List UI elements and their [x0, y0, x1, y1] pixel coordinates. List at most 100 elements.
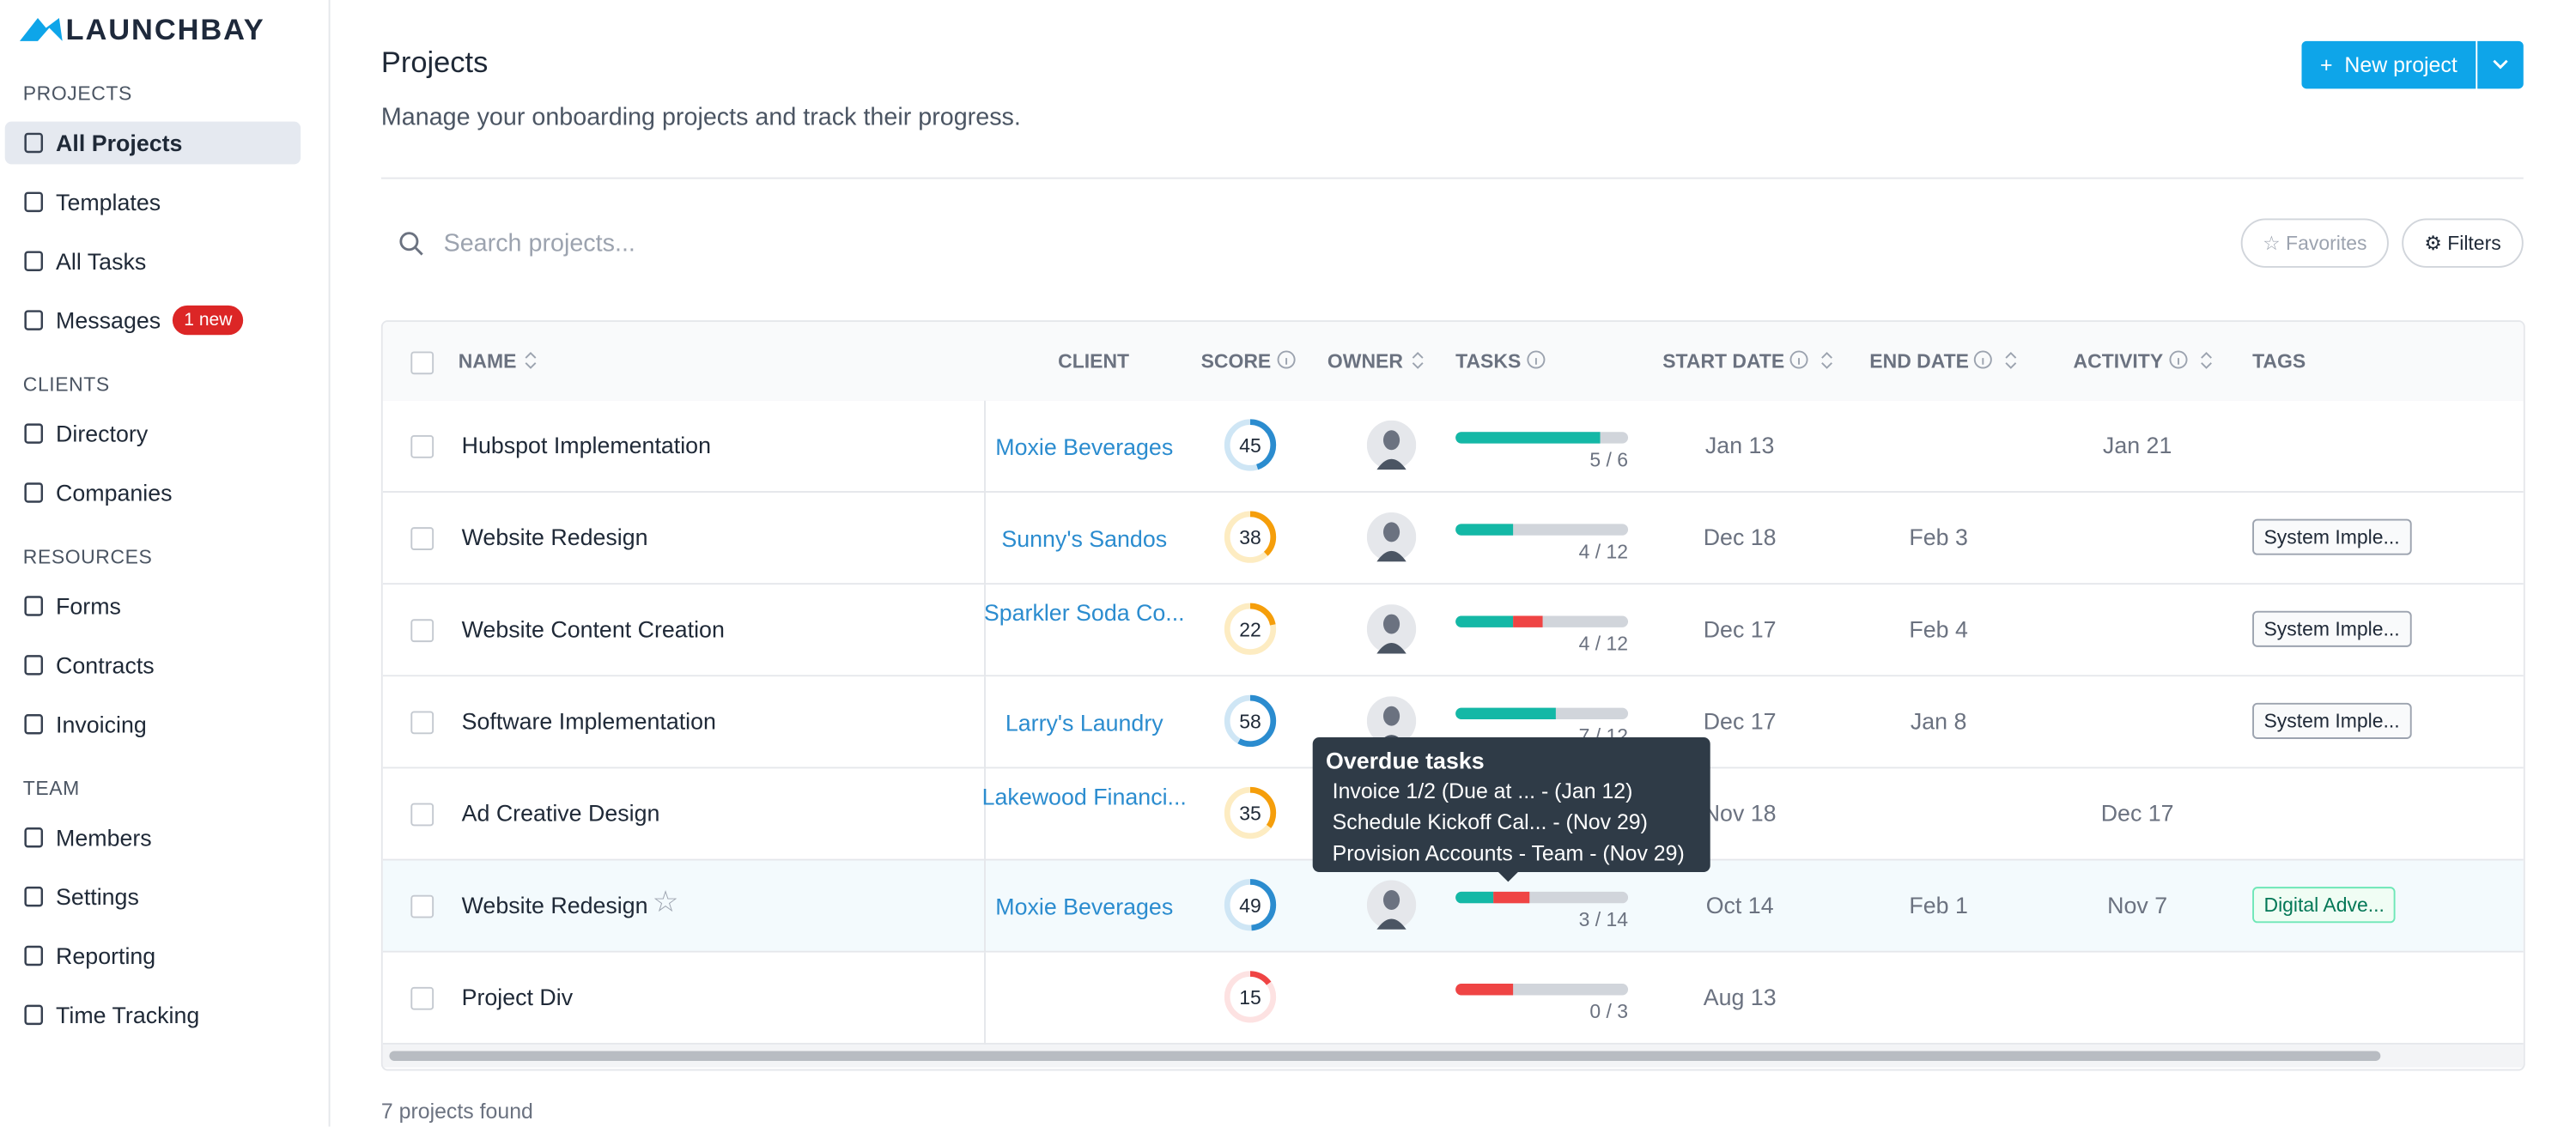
sort-icon [2200, 352, 2212, 369]
divider [984, 860, 986, 953]
table-row[interactable]: Hubspot Implementation Moxie Beverages 45 5… [382, 400, 2524, 493]
nav-item[interactable]: Templates [5, 180, 301, 223]
client-link[interactable]: Larry's Laundry [1005, 709, 1163, 736]
owner-avatar [1366, 420, 1417, 470]
table-row[interactable]: Website Content Creation Sparkler Soda Co… [382, 585, 2524, 677]
favorites-button[interactable]: ☆ Favorites [2240, 218, 2389, 268]
favorite-star[interactable]: ☆ [652, 885, 679, 918]
checkbox[interactable] [410, 894, 434, 918]
nav-item[interactable]: Companies [5, 471, 301, 514]
score-value: 45 [1239, 434, 1261, 457]
header-label: START DATE [1662, 349, 1785, 373]
client-link[interactable]: Sparkler Soda Co... [983, 599, 1185, 626]
nav-item[interactable]: All Tasks [5, 239, 301, 282]
column-header[interactable]: OWNER [1327, 350, 1428, 373]
column-header[interactable]: CLIENT [1058, 350, 1129, 373]
tag[interactable]: Digital Adve... [2252, 887, 2397, 924]
column-header[interactable]: NAME [459, 350, 541, 373]
checkbox[interactable] [410, 351, 434, 375]
nav-item[interactable]: Invoicing [5, 703, 301, 746]
nav-item[interactable]: Contracts [5, 644, 301, 687]
checkbox[interactable] [410, 711, 434, 735]
info-icon [1526, 350, 1546, 369]
table-row[interactable]: Website Redesign ☆ Moxie Beverages 49 3 / 14… [382, 860, 2524, 953]
button-label: Filters [2447, 231, 2501, 255]
sort-icon [526, 352, 538, 369]
column-header[interactable]: TASKS [1455, 350, 1549, 373]
tag[interactable]: System Imple... [2252, 518, 2412, 555]
task-count: 3 / 14 [1578, 908, 1629, 931]
table-row[interactable]: Website Redesign Sunny's Sandos 38 4 / 12 De… [382, 492, 2524, 585]
icon-shape [24, 1004, 44, 1026]
table-row[interactable]: Project Div 15 0 / 3 Aug 13 [382, 952, 2524, 1045]
filters-button[interactable]: ⚙ Filters [2402, 218, 2524, 268]
checkbox[interactable] [410, 986, 434, 1010]
tag[interactable]: System Imple... [2252, 702, 2412, 739]
avatar-head [1382, 430, 1400, 451]
avatar-body [1376, 550, 1406, 562]
client-link[interactable]: Sunny's Sandos [1001, 525, 1168, 552]
nav-item[interactable]: Forms [5, 585, 301, 627]
client-link[interactable]: Moxie Beverages [995, 433, 1174, 460]
nav-item[interactable]: All Projects [4, 121, 301, 165]
nav-icon [24, 655, 44, 676]
new-project-dropdown[interactable] [2477, 40, 2524, 89]
nav-item[interactable]: Reporting [5, 935, 301, 978]
checkbox[interactable] [410, 619, 434, 643]
avatar-head [1382, 614, 1400, 634]
nav-label: Invoicing [56, 711, 147, 738]
column-header[interactable]: TAGS [2252, 350, 2306, 373]
task-done [1455, 524, 1514, 536]
icon-shape [1821, 352, 1833, 369]
project-name: Website Content Creation [461, 615, 725, 643]
scrollbar-track [382, 1044, 2524, 1068]
icon-shape [1974, 350, 1993, 369]
avatar-head [1382, 889, 1400, 910]
search-icon [399, 232, 423, 256]
logo-icon [19, 18, 63, 41]
divider [380, 177, 2524, 179]
checkbox[interactable] [410, 803, 434, 827]
icon-shape [24, 132, 44, 154]
nav-label: Templates [56, 189, 161, 215]
icon-shape [24, 191, 44, 213]
header-label: NAME [458, 349, 517, 373]
score-value: 22 [1239, 618, 1261, 640]
tag[interactable]: System Imple... [2252, 610, 2412, 647]
search-input[interactable]: Search projects... [443, 229, 635, 258]
tooltip-title: Overdue tasks [1326, 747, 1485, 774]
nav-label: Reporting [56, 942, 156, 969]
client-link[interactable]: Moxie Beverages [995, 893, 1174, 920]
nav-item[interactable]: Messages 1 new [5, 299, 301, 342]
nav-item[interactable]: Settings [5, 876, 301, 918]
checkbox[interactable] [410, 527, 434, 550]
avatar-body [1376, 458, 1406, 470]
column-header[interactable]: ACTIVITY [2074, 350, 2216, 373]
icon-shape [1526, 350, 1546, 369]
project-name: Website Redesign [461, 524, 648, 550]
score-ring: 15 [1224, 971, 1277, 1023]
column-header[interactable]: END DATE [1869, 350, 2021, 373]
nav-item[interactable]: Directory [5, 412, 301, 455]
divider [984, 676, 986, 769]
scrollbar-thumb[interactable] [389, 1051, 2381, 1061]
nav-item[interactable]: Members [5, 816, 301, 859]
new-project-button[interactable]: + New project [2301, 40, 2476, 89]
column-header[interactable]: SCORE [1201, 350, 1299, 373]
nav-item[interactable]: Time Tracking [5, 994, 301, 1037]
nav-icon [24, 827, 44, 848]
checkbox[interactable] [410, 435, 434, 458]
divider [984, 585, 986, 677]
score-arc [1224, 786, 1277, 839]
icon-shape [24, 310, 44, 330]
icon-shape [24, 596, 44, 616]
date-end: Feb 4 [1909, 615, 1968, 643]
date-start: Dec 17 [1703, 707, 1777, 735]
date-start: Nov 18 [1703, 799, 1777, 827]
icon-shape [1412, 352, 1424, 369]
column-header[interactable]: START DATE [1662, 350, 1837, 373]
date-start: Aug 13 [1703, 984, 1777, 1010]
score-arc [1224, 603, 1277, 655]
client-link[interactable]: Lakewood Financi... [981, 783, 1187, 810]
